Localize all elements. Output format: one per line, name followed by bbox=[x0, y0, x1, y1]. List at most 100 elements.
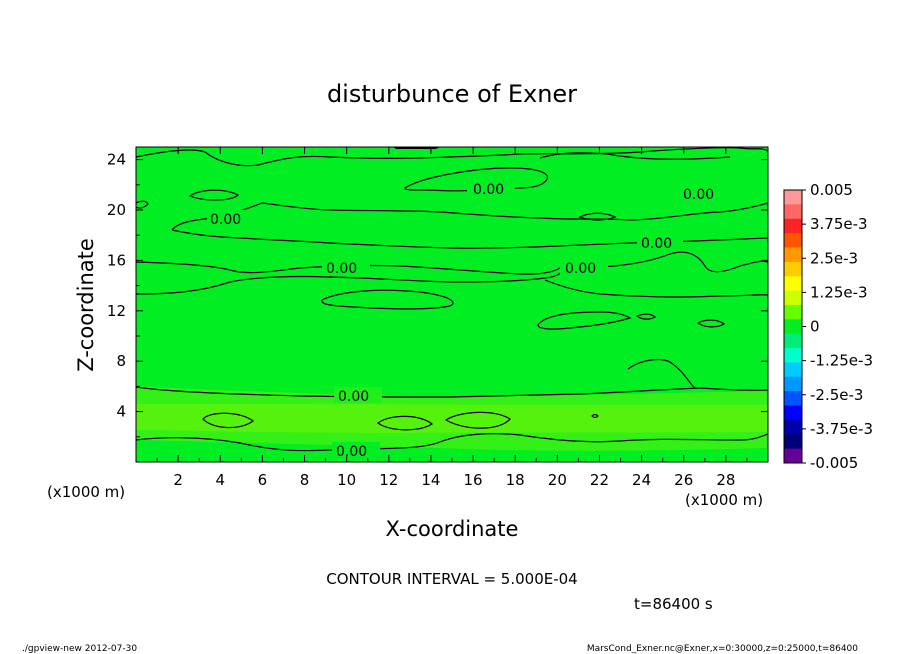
y-tick-label: 24 bbox=[107, 151, 126, 169]
x-tick-label: 12 bbox=[379, 471, 398, 489]
x-unit-label-left: (x1000 m) bbox=[47, 483, 125, 501]
contour-line bbox=[578, 212, 617, 221]
colorbar-label: 3.75e-3 bbox=[810, 215, 868, 233]
contour-label: 0.00 bbox=[338, 389, 369, 405]
x-tick-label: 20 bbox=[548, 471, 567, 489]
x-unit-label-right: (x1000 m) bbox=[685, 491, 763, 509]
y-tick-label: 20 bbox=[107, 201, 126, 219]
x-tick-label: 6 bbox=[258, 471, 268, 489]
contour-line bbox=[591, 413, 599, 419]
x-tick-label: 2 bbox=[173, 471, 183, 489]
contour-line bbox=[544, 279, 769, 298]
y-axis-label: Z-coordinate bbox=[74, 238, 98, 372]
contour-line bbox=[404, 167, 549, 192]
contour-label-bg bbox=[334, 387, 382, 403]
contour-label-bg bbox=[637, 234, 683, 250]
footer-right: MarsCond_Exner.nc@Exner,x=0:30000,z=0:25… bbox=[587, 644, 858, 654]
contour-label: 0.00 bbox=[210, 212, 241, 228]
contour-line bbox=[135, 200, 149, 209]
colorbar-swatch bbox=[784, 448, 802, 464]
contour-line bbox=[135, 386, 769, 398]
y-tick-label: 16 bbox=[107, 251, 126, 269]
colorbar-label: 2.5e-3 bbox=[810, 249, 858, 267]
y-tick-label: 4 bbox=[116, 403, 126, 421]
x-tick-label: 10 bbox=[337, 471, 356, 489]
colorbar-label: 1.25e-3 bbox=[810, 283, 868, 301]
x-tick-label: 4 bbox=[215, 471, 225, 489]
x-tick-label: 28 bbox=[716, 471, 735, 489]
colorbar-swatch bbox=[784, 333, 802, 349]
contour-label: 0.00 bbox=[473, 182, 504, 198]
contour-label: 0.00 bbox=[326, 261, 357, 277]
contour-line bbox=[537, 311, 632, 330]
plot-area: 0.00 0.00 0.00 0.00 0.00 0.00 0.00 0.00 bbox=[135, 146, 769, 463]
x-axis-label: X-coordinate bbox=[386, 517, 519, 541]
contour-line bbox=[444, 411, 511, 429]
colorbar-swatch bbox=[784, 247, 802, 263]
contour-label-bg bbox=[467, 180, 515, 196]
contour-line bbox=[135, 433, 769, 452]
colorbar-swatch bbox=[784, 419, 802, 435]
contour-line bbox=[539, 152, 731, 160]
contour-line bbox=[321, 289, 454, 310]
positive-core bbox=[136, 404, 768, 433]
contour-label-bg bbox=[678, 185, 724, 201]
colorbar-swatch bbox=[784, 233, 802, 248]
contour-labels: 0.00 0.00 0.00 0.00 0.00 0.00 0.00 0.00 bbox=[207, 180, 724, 460]
contour-line bbox=[188, 189, 239, 201]
contour-label-bg bbox=[207, 210, 251, 226]
colorbar-swatch bbox=[784, 391, 802, 407]
colorbar-label: 0 bbox=[810, 318, 820, 336]
colorbar-label: -2.5e-3 bbox=[810, 386, 863, 404]
contour-label-bg bbox=[560, 259, 608, 275]
colorbar-swatch bbox=[784, 376, 802, 392]
colorbar-swatch bbox=[784, 204, 802, 220]
colorbar-swatch bbox=[784, 348, 802, 363]
contour-line bbox=[135, 251, 769, 275]
x-axis: 2 4 6 8 10 12 14 16 18 20 22 24 26 28 bbox=[156, 147, 748, 489]
colorbar-label: -3.75e-3 bbox=[810, 420, 873, 438]
chart-title: disturbunce of Exner bbox=[327, 80, 577, 108]
y-axis: 4 8 12 16 20 24 bbox=[107, 151, 768, 438]
x-tick-label: 24 bbox=[632, 471, 651, 489]
contour-label-bg bbox=[322, 259, 370, 275]
contour-line bbox=[202, 412, 254, 429]
contour-line bbox=[627, 359, 696, 389]
colorbar: 0.005 3.75e-3 2.5e-3 1.25e-3 0 -1.25e-3 -2.5e-… bbox=[783, 181, 873, 472]
x-tick-label: 8 bbox=[300, 471, 310, 489]
x-tick-label: 18 bbox=[506, 471, 525, 489]
colorbar-swatch bbox=[784, 190, 802, 205]
x-tick-label: 16 bbox=[464, 471, 483, 489]
contour-line bbox=[135, 147, 769, 167]
contour-lines bbox=[135, 147, 769, 452]
colorbar-swatch bbox=[784, 319, 802, 335]
colorbar-swatch bbox=[784, 218, 802, 234]
contour-label: 0.00 bbox=[565, 261, 596, 277]
contour-label: 0.00 bbox=[641, 236, 672, 252]
y-tick-label: 12 bbox=[107, 302, 126, 320]
contour-line bbox=[376, 415, 434, 431]
contour-line bbox=[135, 267, 566, 295]
colorbar-label: -0.005 bbox=[810, 454, 858, 472]
y-tick-label: 8 bbox=[116, 352, 126, 370]
colorbar-swatch bbox=[784, 405, 802, 421]
colorbar-swatch bbox=[784, 304, 802, 320]
contour-label: 0.00 bbox=[336, 444, 367, 460]
x-tick-label: 14 bbox=[421, 471, 440, 489]
contour-line bbox=[635, 313, 656, 320]
colorbar-swatch bbox=[784, 276, 802, 292]
colorbar-swatch bbox=[784, 290, 802, 306]
contour-line bbox=[696, 319, 726, 328]
colorbar-label: 0.005 bbox=[810, 181, 853, 199]
colorbar-swatch bbox=[784, 434, 802, 450]
x-tick-label: 26 bbox=[674, 471, 693, 489]
time-text: t=86400 s bbox=[634, 595, 713, 613]
contour-interval-text: CONTOUR INTERVAL = 5.000E-04 bbox=[326, 570, 577, 588]
x-tick-label: 22 bbox=[590, 471, 609, 489]
footer-left: ./gpview-new 2012-07-30 bbox=[22, 644, 137, 654]
contour-label-bg bbox=[332, 442, 380, 458]
colorbar-label: -1.25e-3 bbox=[810, 352, 873, 370]
colorbar-swatch bbox=[784, 261, 802, 277]
colorbar-swatch bbox=[784, 362, 802, 378]
